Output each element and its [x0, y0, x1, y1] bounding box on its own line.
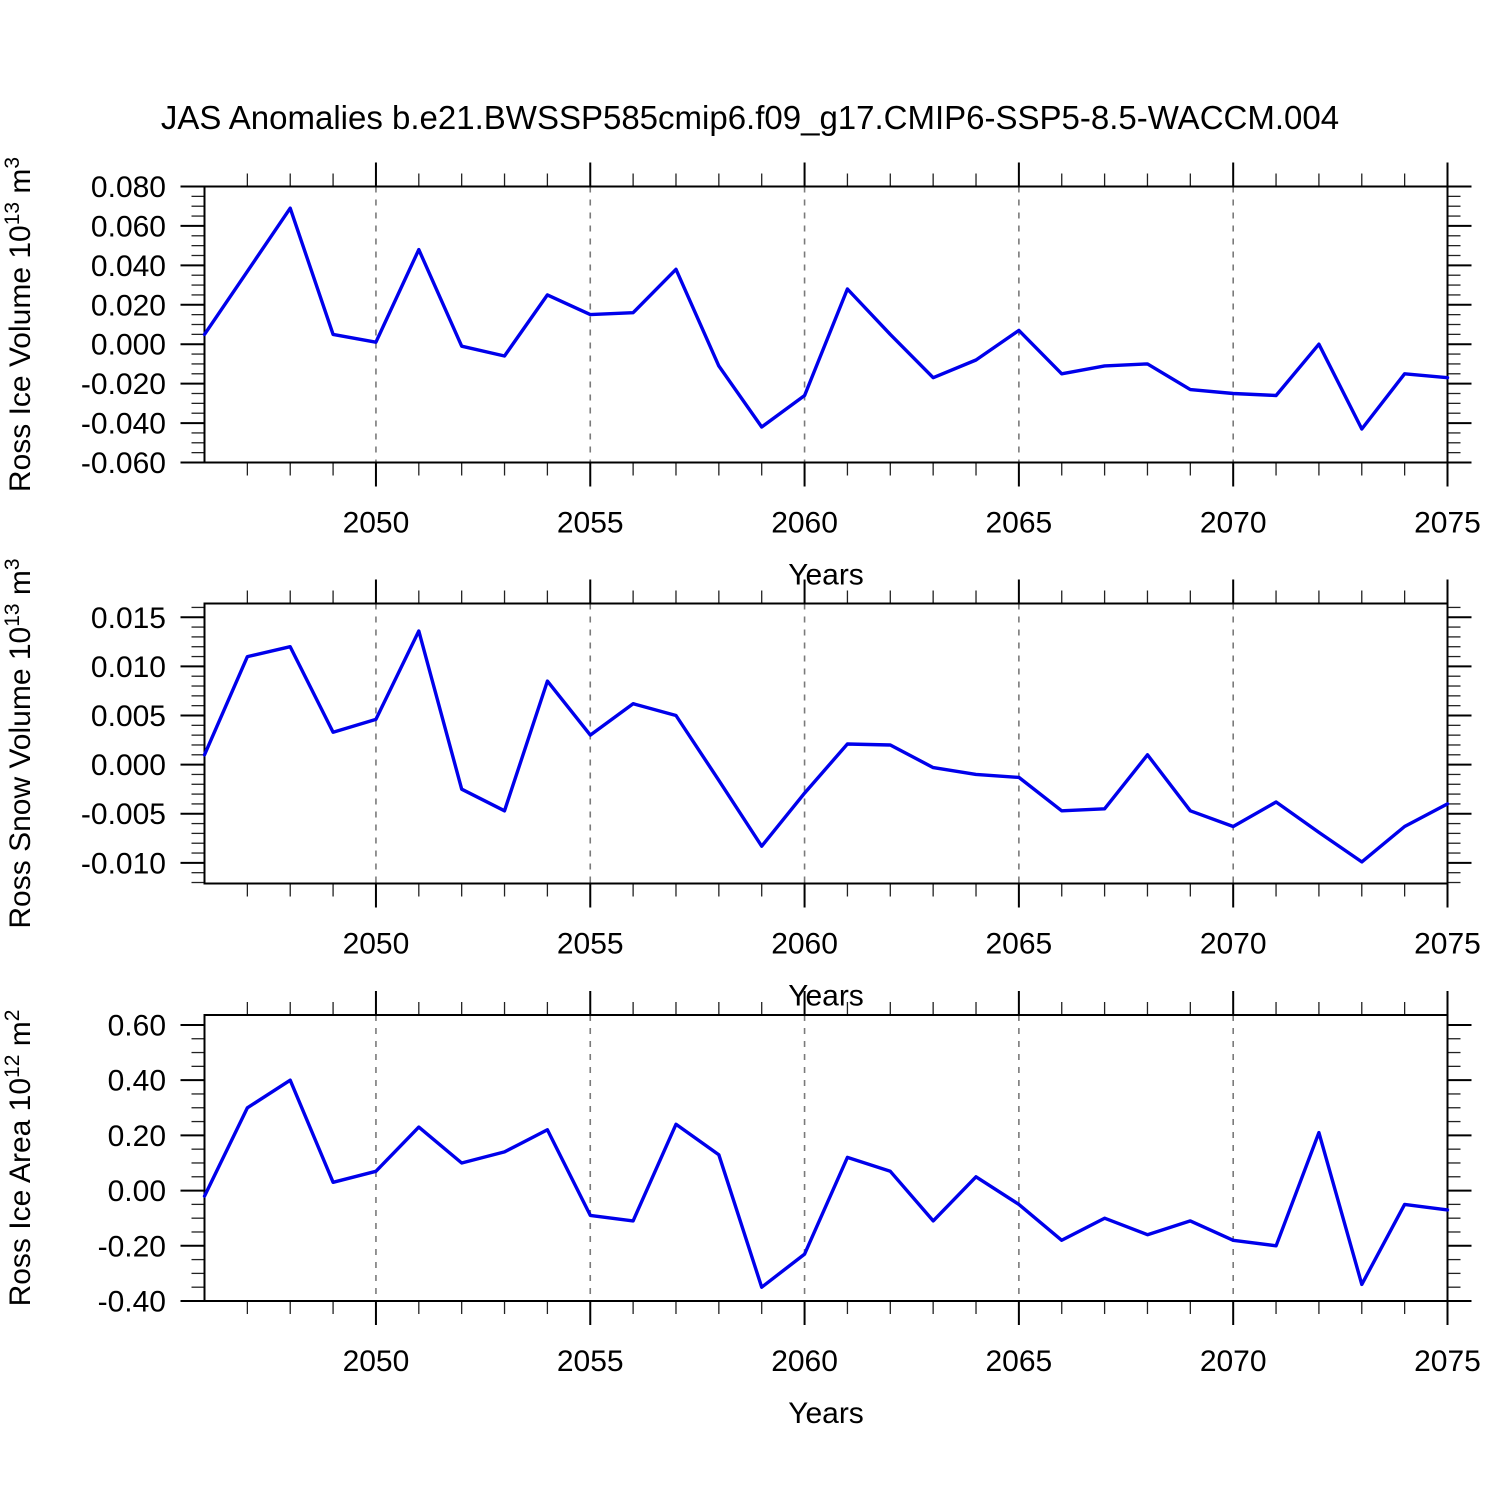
y-axis-label: Ross Ice Volume 1013 m3 [1, 157, 37, 492]
x-tick-label: 2050 [343, 1345, 410, 1378]
x-tick-label: 2050 [343, 507, 410, 540]
y-tick-label: 0.010 [91, 651, 166, 684]
y-tick-label: 0.060 [91, 210, 166, 243]
x-tick-label: 2065 [986, 928, 1053, 961]
axes-frame [203, 602, 1449, 885]
y-tick-label: 0.000 [91, 749, 166, 782]
axes-frame [203, 185, 1449, 464]
data-line [202, 629, 1450, 864]
y-tick-label: -0.40 [98, 1286, 166, 1319]
x-tick-label: 2060 [771, 1345, 838, 1378]
panel-3: 2050 2055 2060 2065 2070 2075 0.60 0.40 0.20 0.00… [1, 991, 1481, 1430]
x-tick-label: 2075 [1414, 1345, 1481, 1378]
axes-frame [203, 1014, 1449, 1302]
y-axis-label: Ross Snow Volume 1013 m3 [1, 558, 37, 928]
y-tick-label: -0.005 [81, 798, 166, 831]
chart-title: JAS Anomalies b.e21.BWSSP585cmip6.f09_g1… [160, 99, 1340, 136]
y-tick-label: 0.000 [91, 329, 166, 362]
x-tick-label: 2065 [986, 1345, 1053, 1378]
y-tick-label: 0.040 [91, 250, 166, 283]
x-tick-label: 2070 [1200, 928, 1267, 961]
y-tick-label: 0.020 [91, 289, 166, 322]
data-line [202, 206, 1450, 431]
x-tick-label: 2070 [1200, 507, 1267, 540]
x-tick-label: 2065 [986, 507, 1053, 540]
y-axis-label: Ross Ice Area 1012 m2 [1, 1010, 37, 1307]
y-tick-label: -0.060 [81, 447, 166, 480]
x-tick-label: 2070 [1200, 1345, 1267, 1378]
panel-1: 2050 2055 2060 2065 2070 2075 0.080 0.060 0.040 0… [1, 157, 1481, 592]
y-tick-label: -0.010 [81, 847, 166, 880]
x-tick-label: 2060 [771, 507, 838, 540]
y-tick-label: 0.00 [108, 1175, 166, 1208]
data-line [202, 1078, 1450, 1289]
x-tick-label: 2055 [557, 928, 624, 961]
x-axis-label: Years [788, 1397, 864, 1430]
y-tick-label: -0.20 [98, 1230, 166, 1263]
y-tick-label: 0.20 [108, 1120, 166, 1153]
x-axis-label: Years [788, 559, 864, 592]
y-tick-label: 0.60 [108, 1009, 166, 1042]
y-tick-label: -0.040 [81, 408, 166, 441]
y-tick-label: 0.015 [91, 602, 166, 635]
y-tick-label: 0.40 [108, 1065, 166, 1098]
x-tick-label: 2050 [343, 928, 410, 961]
panel-2: 2050 2055 2060 2065 2070 2075 0.015 0.010 0.005 0… [1, 558, 1481, 1012]
y-tick-label: 0.005 [91, 700, 166, 733]
x-tick-label: 2055 [557, 507, 624, 540]
y-tick-label: 0.080 [91, 171, 166, 204]
x-tick-label: 2060 [771, 928, 838, 961]
x-axis-label: Years [788, 980, 864, 1013]
x-tick-label: 2075 [1414, 928, 1481, 961]
x-tick-label: 2075 [1414, 507, 1481, 540]
y-tick-label: -0.020 [81, 368, 166, 401]
x-tick-label: 2055 [557, 1345, 624, 1378]
